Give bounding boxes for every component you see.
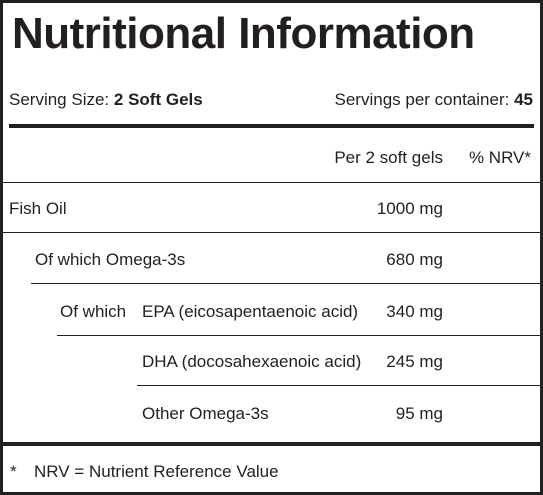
servings-per-container-value: 45 xyxy=(514,90,533,109)
header-divider xyxy=(9,124,534,128)
row-divider xyxy=(31,283,540,284)
row-label-fish-oil: Fish Oil xyxy=(9,199,67,218)
serving-size: Serving Size: 2 Soft Gels xyxy=(9,89,203,111)
row-divider xyxy=(137,385,540,386)
row-divider xyxy=(3,232,540,233)
serving-size-label: Serving Size: xyxy=(9,90,110,109)
column-header-per-serving: Per 2 soft gels xyxy=(334,148,443,167)
serving-size-value: 2 Soft Gels xyxy=(113,90,203,109)
footnote-text: NRV = Nutrient Reference Value xyxy=(34,462,279,481)
column-header-nrv: % NRV* xyxy=(468,148,531,167)
row-label-epa: EPA (eicosapentaenoic acid) xyxy=(142,302,359,321)
row-divider xyxy=(3,182,540,183)
footnote-marker: * xyxy=(10,462,17,481)
servings-per-container: Servings per container: 45 xyxy=(335,89,533,111)
row-amount-other-omega-3s: 95 mg xyxy=(395,404,443,423)
panel-title: Nutritional Information xyxy=(12,9,475,58)
row-divider xyxy=(57,335,540,336)
row-amount-epa: 340 mg xyxy=(386,302,443,321)
row-label-dha: DHA (docosahexaenoic acid) xyxy=(142,352,362,371)
row-label-omega-3s: Of which Omega-3s xyxy=(35,250,186,269)
row-prefix-of-which: Of which xyxy=(60,302,127,321)
footer-divider xyxy=(3,442,540,446)
servings-per-container-label: Servings per container: xyxy=(334,90,510,109)
row-label-other-omega-3s: Other Omega-3s xyxy=(142,404,269,423)
row-amount-omega-3s: 680 mg xyxy=(386,250,443,269)
row-amount-dha: 245 mg xyxy=(386,352,443,371)
row-amount-fish-oil: 1000 mg xyxy=(376,199,443,218)
